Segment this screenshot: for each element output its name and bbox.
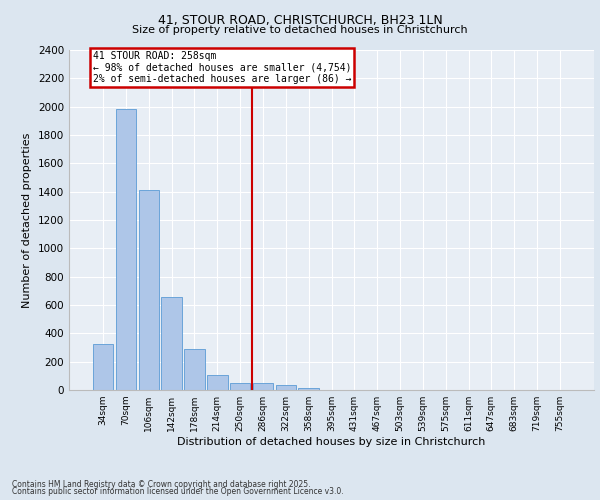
Bar — [184, 349, 205, 390]
Bar — [230, 383, 250, 390]
X-axis label: Distribution of detached houses by size in Christchurch: Distribution of detached houses by size … — [178, 437, 485, 447]
Text: 41 STOUR ROAD: 258sqm
← 98% of detached houses are smaller (4,754)
2% of semi-de: 41 STOUR ROAD: 258sqm ← 98% of detached … — [93, 50, 352, 84]
Bar — [93, 344, 113, 390]
Text: Contains HM Land Registry data © Crown copyright and database right 2025.: Contains HM Land Registry data © Crown c… — [12, 480, 311, 489]
Bar — [298, 388, 319, 390]
Text: Contains public sector information licensed under the Open Government Licence v3: Contains public sector information licen… — [12, 487, 344, 496]
Y-axis label: Number of detached properties: Number of detached properties — [22, 132, 32, 308]
Bar — [207, 374, 227, 390]
Text: Size of property relative to detached houses in Christchurch: Size of property relative to detached ho… — [132, 25, 468, 35]
Text: 41, STOUR ROAD, CHRISTCHURCH, BH23 1LN: 41, STOUR ROAD, CHRISTCHURCH, BH23 1LN — [158, 14, 442, 27]
Bar — [275, 385, 296, 390]
Bar — [161, 297, 182, 390]
Bar — [116, 109, 136, 390]
Bar — [253, 383, 273, 390]
Bar — [139, 190, 159, 390]
